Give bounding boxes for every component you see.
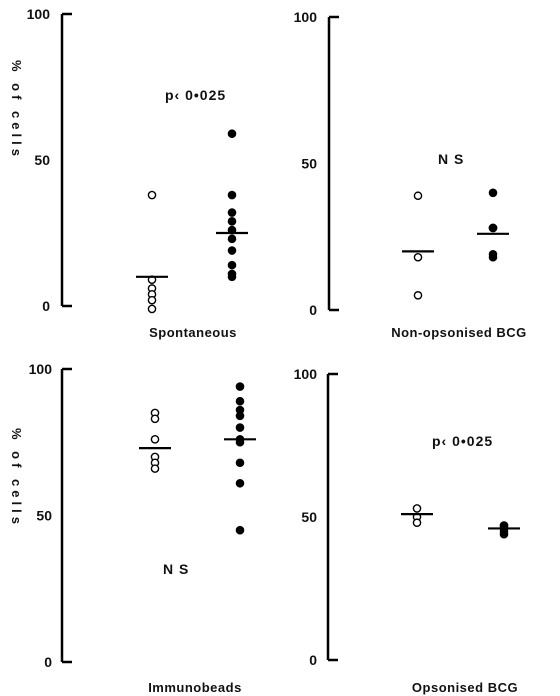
open-point xyxy=(150,435,160,444)
y-tick-label: 100 xyxy=(294,9,318,25)
x-axis-caption: Spontaneous xyxy=(149,325,237,340)
x-axis-caption: Opsonised BCG xyxy=(412,680,518,695)
panel-spontaneous: % of cells p‹ 0•025 Spontaneous 0 50 100 xyxy=(9,6,248,340)
open-point xyxy=(412,518,422,528)
filled-point xyxy=(227,217,237,226)
open-point xyxy=(413,191,423,201)
filled-point xyxy=(488,188,498,198)
panel-immunobeads: % of cells N S Immunobeads 0 50 100 xyxy=(9,361,256,695)
filled-point xyxy=(227,190,237,200)
filled-point xyxy=(227,246,237,255)
open-point xyxy=(147,190,157,200)
filled-point xyxy=(235,396,245,406)
filled-point xyxy=(227,208,237,217)
open-point xyxy=(147,304,157,314)
filled-point xyxy=(227,272,237,282)
filled-point xyxy=(227,129,237,139)
x-axis-caption: Non-opsonised BCG xyxy=(391,325,527,340)
panel-annotation: p‹ 0•025 xyxy=(165,87,226,103)
y-tick-label: 50 xyxy=(36,508,52,524)
x-axis-caption: Immunobeads xyxy=(148,680,242,695)
y-tick-label: 100 xyxy=(294,366,318,382)
open-point xyxy=(150,464,160,473)
y-tick-label: 50 xyxy=(301,156,317,172)
panel-annotation: N S xyxy=(438,151,464,167)
y-axis-label: % of cells xyxy=(9,428,24,528)
panel-annotation: p‹ 0•025 xyxy=(432,433,493,449)
y-tick-label: 50 xyxy=(34,152,50,168)
y-tick-label: 0 xyxy=(309,652,317,668)
panel-annotation: N S xyxy=(163,561,189,577)
y-tick-label: 50 xyxy=(301,509,317,525)
filled-point xyxy=(235,525,245,535)
y-tick-label: 100 xyxy=(29,361,53,377)
filled-point xyxy=(227,260,237,270)
filled-point xyxy=(499,529,509,539)
panel-opsonised-bcg: p‹ 0•025 Opsonised BCG 0 50 100 xyxy=(294,366,520,695)
filled-point xyxy=(488,252,498,262)
filled-point xyxy=(488,223,498,233)
y-axis-label: % of cells xyxy=(9,60,24,160)
y-tick-label: 100 xyxy=(27,6,51,22)
filled-point xyxy=(235,478,245,488)
open-point xyxy=(147,295,157,305)
open-point xyxy=(412,504,422,513)
open-point xyxy=(150,414,160,424)
filled-point xyxy=(235,411,245,421)
filled-point xyxy=(227,234,237,244)
y-tick-label: 0 xyxy=(44,654,52,670)
filled-point xyxy=(235,382,245,391)
filled-point xyxy=(235,423,245,432)
panel-non-opsonised-bcg: N S Non-opsonised BCG 0 50 100 xyxy=(294,9,527,340)
open-point xyxy=(413,252,423,262)
filled-point xyxy=(235,458,245,468)
y-tick-label: 0 xyxy=(309,302,317,318)
open-point xyxy=(413,291,423,300)
y-tick-label: 0 xyxy=(42,298,50,314)
